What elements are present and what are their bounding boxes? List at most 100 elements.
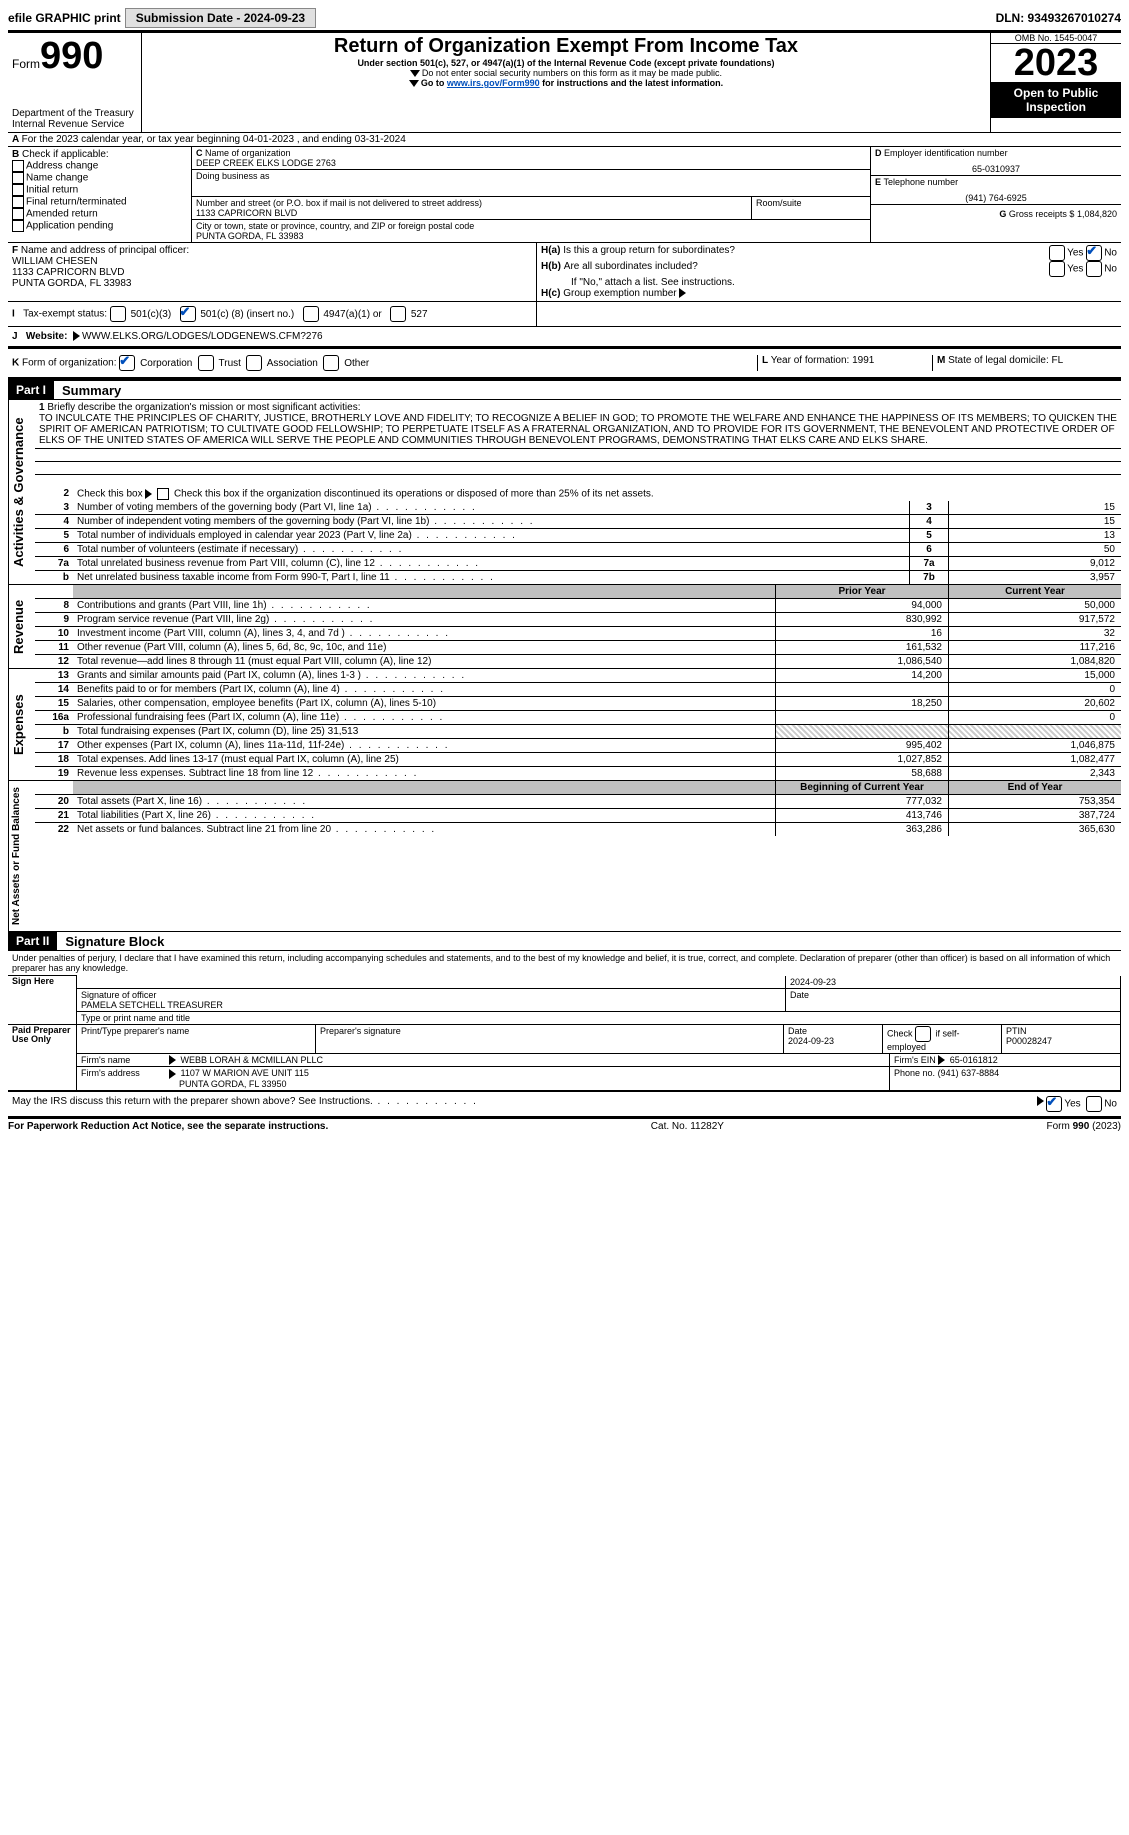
l10-prior: 16 xyxy=(775,627,948,640)
l22-prior: 363,286 xyxy=(775,823,948,836)
chk-501c3[interactable]: 501(c)(3) xyxy=(110,309,171,320)
chk-501c[interactable]: 501(c) (8) (insert no.) xyxy=(180,309,295,320)
form-org-label: Form of organization: xyxy=(22,358,117,369)
chk-assoc[interactable]: Association xyxy=(246,358,317,369)
hb-no[interactable]: No xyxy=(1086,261,1117,277)
l13-desc: Grants and similar amounts paid (Part IX… xyxy=(73,669,775,682)
l9-prior: 830,992 xyxy=(775,613,948,626)
chk-trust[interactable]: Trust xyxy=(198,358,241,369)
line-a: A For the 2023 calendar year, or tax yea… xyxy=(8,133,1121,146)
cat-number: Cat. No. 11282Y xyxy=(328,1121,1046,1132)
perjury-text: Under penalties of perjury, I declare th… xyxy=(8,951,1121,975)
ptin-header: PTIN xyxy=(1006,1026,1027,1036)
chk-amended[interactable]: Amended return xyxy=(12,208,187,220)
l8-prior: 94,000 xyxy=(775,599,948,612)
street-address: 1133 CAPRICORN BLVD xyxy=(196,208,297,218)
chk-final[interactable]: Final return/terminated xyxy=(12,196,187,208)
ha-no[interactable]: No xyxy=(1086,245,1117,261)
mission-text: TO INCULCATE THE PRINCIPLES OF CHARITY, … xyxy=(39,413,1117,446)
hb-yes[interactable]: Yes xyxy=(1049,261,1083,277)
state-domicile-label: State of legal domicile: xyxy=(948,355,1049,366)
l16a-prior xyxy=(775,711,948,724)
officer-addr2: PUNTA GORDA, FL 33983 xyxy=(12,278,132,289)
officer-name: WILLIAM CHESEN xyxy=(12,256,98,267)
l9-desc: Program service revenue (Part VIII, line… xyxy=(73,613,775,626)
l11-prior: 161,532 xyxy=(775,641,948,654)
self-employed[interactable]: Check if self-employed xyxy=(883,1025,1002,1053)
tax-year: 2023 xyxy=(991,44,1121,82)
firm-phone: (941) 637-8884 xyxy=(938,1068,1000,1078)
prep-date-header: Date xyxy=(788,1026,807,1036)
ein-value: 65-0310937 xyxy=(875,158,1117,174)
b-label: B Check if applicable: xyxy=(12,149,187,160)
l7a-desc: Total unrelated business revenue from Pa… xyxy=(73,557,909,570)
l1-label: Briefly describe the organization's miss… xyxy=(47,402,360,413)
l7b-val: 3,957 xyxy=(948,571,1121,584)
phone-label: Telephone number xyxy=(884,177,959,187)
chk-address[interactable]: Address change xyxy=(12,160,187,172)
l7b-desc: Net unrelated business taxable income fr… xyxy=(73,571,909,584)
side-expenses: Expenses xyxy=(8,669,35,780)
gross-value: 1,084,820 xyxy=(1077,209,1117,219)
website-value: WWW.ELKS.ORG/LODGES/LODGENEWS.CFM?276 xyxy=(82,331,323,342)
l20-desc: Total assets (Part X, line 16) xyxy=(73,795,775,808)
l10-cur: 32 xyxy=(948,627,1121,640)
l15-desc: Salaries, other compensation, employee b… xyxy=(73,697,775,710)
ptin-value: P00028247 xyxy=(1006,1036,1052,1046)
l13-cur: 15,000 xyxy=(948,669,1121,682)
firm-name: WEBB LORAH & MCMILLAN PLLC xyxy=(181,1055,324,1065)
l19-prior: 58,688 xyxy=(775,767,948,780)
discuss-no[interactable]: No xyxy=(1086,1096,1117,1112)
city-state-zip: PUNTA GORDA, FL 33983 xyxy=(196,231,304,241)
l18-prior: 1,027,852 xyxy=(775,753,948,766)
chk-name[interactable]: Name change xyxy=(12,172,187,184)
open-inspection: Open to Public Inspection xyxy=(991,82,1121,118)
side-activities: Activities & Governance xyxy=(8,400,35,584)
chk-pending[interactable]: Application pending xyxy=(12,220,187,232)
city-label: City or town, state or province, country… xyxy=(196,221,474,231)
firm-ein-header: Firm's EIN xyxy=(894,1055,936,1065)
addr-label: Number and street (or P.O. box if mail i… xyxy=(196,198,482,208)
submission-date-button[interactable]: Submission Date - 2024-09-23 xyxy=(125,8,316,28)
discuss-label: May the IRS discuss this return with the… xyxy=(12,1096,1037,1112)
chk-527[interactable]: 527 xyxy=(390,309,427,320)
form-title: Return of Organization Exempt From Incom… xyxy=(148,35,984,58)
chk-initial[interactable]: Initial return xyxy=(12,184,187,196)
officer-addr1: 1133 CAPRICORN BLVD xyxy=(12,267,124,278)
officer-sig-name: PAMELA SETCHELL TREASURER xyxy=(81,1000,223,1010)
l20-cur: 753,354 xyxy=(948,795,1121,808)
irs-link[interactable]: www.irs.gov/Form990 xyxy=(447,78,540,88)
org-name: DEEP CREEK ELKS LODGE 2763 xyxy=(196,158,336,168)
form-subtitle-1: Under section 501(c), 527, or 4947(a)(1)… xyxy=(148,58,984,68)
phone-value: (941) 764-6925 xyxy=(875,187,1117,203)
chk-other[interactable]: Other xyxy=(323,358,369,369)
prep-name-header: Print/Type preparer's name xyxy=(77,1025,316,1053)
tax-status-label: Tax-exempt status: xyxy=(23,309,107,320)
firm-ein: 65-0161812 xyxy=(950,1055,998,1065)
l13-prior: 14,200 xyxy=(775,669,948,682)
l18-cur: 1,082,477 xyxy=(948,753,1121,766)
form-footer: Form 990 (2023) xyxy=(1047,1121,1121,1132)
l16a-cur: 0 xyxy=(948,711,1121,724)
date-label: Date xyxy=(786,988,1121,1011)
l12-cur: 1,084,820 xyxy=(948,655,1121,668)
discuss-yes[interactable]: Yes xyxy=(1046,1096,1080,1112)
l15-cur: 20,602 xyxy=(948,697,1121,710)
l17-prior: 995,402 xyxy=(775,739,948,752)
ha-yes[interactable]: Yes xyxy=(1049,245,1083,261)
l19-cur: 2,343 xyxy=(948,767,1121,780)
l20-prior: 777,032 xyxy=(775,795,948,808)
ha-label: Is this a group return for subordinates? xyxy=(563,245,735,256)
chk-4947[interactable]: 4947(a)(1) or xyxy=(303,309,382,320)
eoy-header: End of Year xyxy=(948,781,1121,794)
hb-note: If "No," attach a list. See instructions… xyxy=(541,277,1117,288)
l22-desc: Net assets or fund balances. Subtract li… xyxy=(73,823,775,836)
l18-desc: Total expenses. Add lines 13-17 (must eq… xyxy=(73,753,775,766)
part1-header: Part I Summary xyxy=(8,380,1121,400)
form-number: 990 xyxy=(40,35,103,77)
part2-header: Part II Signature Block xyxy=(8,931,1121,951)
l3-desc: Number of voting members of the governin… xyxy=(73,501,909,514)
prior-year-header: Prior Year xyxy=(775,585,948,598)
chk-corp[interactable]: Corporation xyxy=(119,358,192,369)
l22-cur: 365,630 xyxy=(948,823,1121,836)
